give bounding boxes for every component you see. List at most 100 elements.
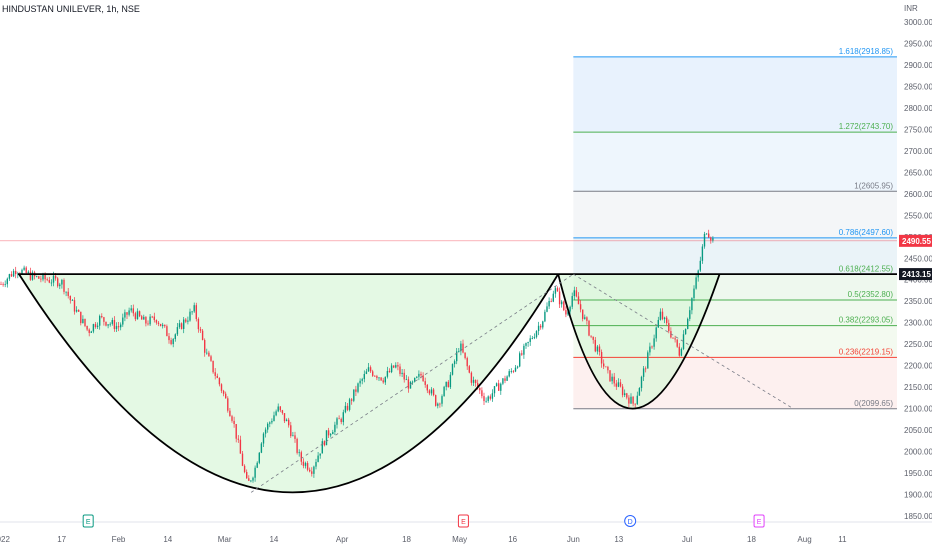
y-tick-label: 1850.00 xyxy=(904,512,932,521)
candle-body xyxy=(684,329,687,335)
candle-body xyxy=(540,325,542,328)
candle-body xyxy=(479,387,481,391)
candle-body xyxy=(90,331,92,333)
candle-body xyxy=(592,336,594,340)
candle-body xyxy=(231,416,233,421)
candle-body xyxy=(359,380,361,384)
candle-body xyxy=(649,346,651,353)
candle-body xyxy=(432,389,435,396)
candle-body xyxy=(136,311,139,320)
candle-body xyxy=(216,375,218,378)
candle-body xyxy=(695,277,697,289)
candle-body xyxy=(78,309,80,312)
candle-body xyxy=(243,465,246,473)
candle-body xyxy=(302,461,305,466)
candle-body xyxy=(241,453,244,466)
candle-body xyxy=(483,396,485,402)
candle-body xyxy=(157,322,160,324)
x-tick-label: 16 xyxy=(508,535,517,544)
candle-body xyxy=(10,274,13,277)
candle-body xyxy=(588,320,590,336)
candle-body xyxy=(27,271,29,274)
price-badge-value: 2490.55 xyxy=(902,237,931,246)
candle-body xyxy=(575,290,578,297)
candle-body xyxy=(340,418,342,423)
candle-body xyxy=(334,424,336,432)
candle-body xyxy=(214,372,216,376)
x-tick-label: Feb xyxy=(112,535,126,544)
candle-body xyxy=(159,323,162,327)
candle-body xyxy=(369,367,372,372)
candle-body xyxy=(508,371,510,377)
candle-body xyxy=(71,300,74,301)
candle-body xyxy=(92,324,95,332)
candle-body xyxy=(426,384,428,391)
candle-body xyxy=(422,375,424,382)
candle-body xyxy=(456,351,458,362)
candle-body xyxy=(603,363,605,367)
price-badge xyxy=(899,268,932,281)
candle-body xyxy=(395,365,397,368)
candle-body xyxy=(138,311,141,317)
candle-body xyxy=(445,381,447,387)
candle-body xyxy=(166,326,168,337)
candle-body xyxy=(567,311,569,315)
candle-body xyxy=(441,396,443,404)
fib-zone xyxy=(573,56,897,133)
earnings-marker-icon xyxy=(82,514,94,528)
candle-body xyxy=(258,452,260,463)
candle-body xyxy=(409,381,412,389)
fib-zone xyxy=(573,237,897,275)
candle-body xyxy=(212,360,214,373)
candle-body xyxy=(630,396,632,404)
candle-body xyxy=(638,388,641,396)
candle-body xyxy=(477,383,479,388)
candle-body xyxy=(21,269,23,274)
candle-body xyxy=(464,352,466,359)
candle-body xyxy=(176,327,179,335)
candle-body xyxy=(187,320,189,322)
candle-body xyxy=(6,278,8,285)
candle-body xyxy=(115,326,118,330)
candle-body xyxy=(689,310,691,319)
candle-body xyxy=(527,341,529,344)
candle-body xyxy=(647,352,649,369)
candle-body xyxy=(233,420,235,425)
candle-body xyxy=(687,318,689,330)
y-tick-label: 1950.00 xyxy=(904,469,932,478)
candle-body xyxy=(321,441,323,454)
candle-body xyxy=(699,260,701,271)
candle-body xyxy=(365,371,368,374)
candle-body xyxy=(600,352,603,364)
fib-zone xyxy=(573,132,897,192)
fib-level-label: 0.5(2352.80) xyxy=(848,290,894,299)
candle-body xyxy=(554,288,557,294)
candle-body xyxy=(134,313,137,320)
candle-body xyxy=(193,305,195,312)
candle-body xyxy=(351,399,353,401)
candle-body xyxy=(248,478,250,481)
candle-body xyxy=(659,311,662,320)
candle-body xyxy=(199,329,202,331)
candle-body xyxy=(472,379,475,383)
candle-body xyxy=(569,306,571,312)
candle-body xyxy=(15,270,17,275)
candle-body xyxy=(594,339,596,352)
candle-body xyxy=(491,393,494,399)
candle-body xyxy=(189,311,191,321)
candle-body xyxy=(42,274,44,280)
candle-body xyxy=(141,316,143,320)
candle-body xyxy=(210,356,212,361)
candle-body xyxy=(4,284,6,286)
candle-body xyxy=(306,463,309,470)
y-tick-label: 2400.00 xyxy=(904,276,932,285)
candle-body xyxy=(208,352,210,357)
candle-body xyxy=(674,338,676,340)
candle-body xyxy=(67,291,69,296)
cup-curve xyxy=(18,273,559,494)
candle-body xyxy=(607,366,609,371)
candle-body xyxy=(23,267,25,270)
candle-body xyxy=(323,441,326,446)
candle-body xyxy=(17,273,19,275)
